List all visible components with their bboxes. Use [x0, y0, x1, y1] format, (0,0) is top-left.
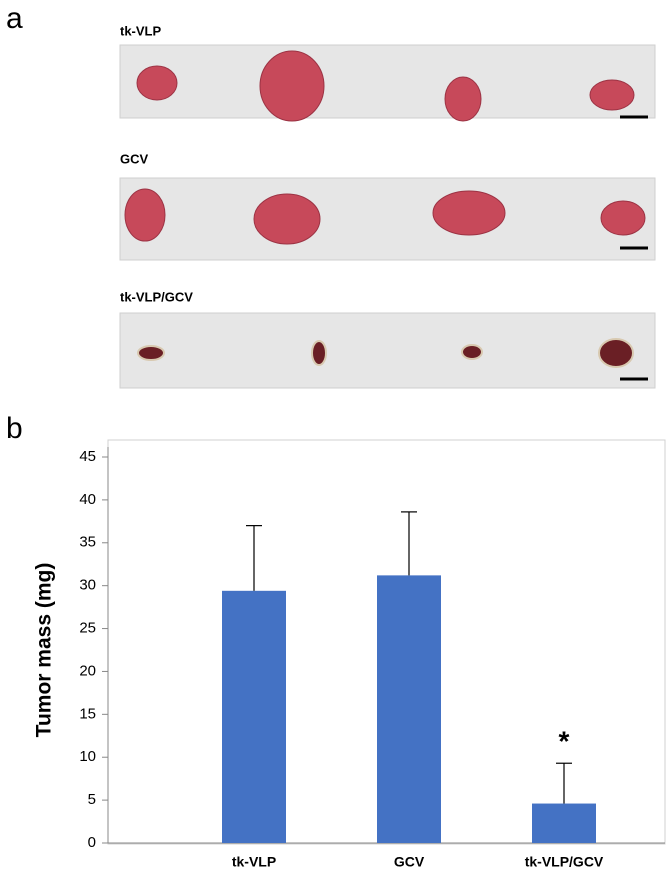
y-tick-label: 0 [88, 834, 96, 851]
photo-strip [119, 312, 656, 389]
y-tick-label: 35 [79, 534, 96, 551]
photo-strip [119, 177, 656, 261]
y-tick-label: 10 [79, 748, 96, 765]
annotation: * [559, 726, 570, 757]
y-tick-label: 30 [79, 577, 96, 594]
strip-label: tk-VLP [120, 23, 162, 38]
y-axis-label: Tumor mass (mg) [33, 563, 56, 738]
y-tick-label: 5 [88, 791, 96, 808]
strip-label: tk-VLP/GCV [120, 289, 193, 304]
strip-label: GCV [120, 151, 149, 166]
panel-label: a [6, 2, 23, 35]
bar [377, 575, 441, 843]
y-tick-label: 45 [79, 448, 96, 465]
panel-label: b [6, 412, 23, 445]
y-tick-label: 25 [79, 620, 96, 637]
y-tick-label: 15 [79, 705, 96, 722]
y-tick-label: 20 [79, 662, 96, 679]
x-tick-label: tk-VLP [232, 854, 276, 870]
bar [222, 590, 286, 843]
x-tick-label: tk-VLP/GCV [525, 854, 604, 870]
y-tick-label: 40 [79, 491, 96, 508]
x-tick-label: GCV [394, 854, 425, 870]
photo-strip [119, 44, 656, 122]
bar [532, 803, 596, 843]
